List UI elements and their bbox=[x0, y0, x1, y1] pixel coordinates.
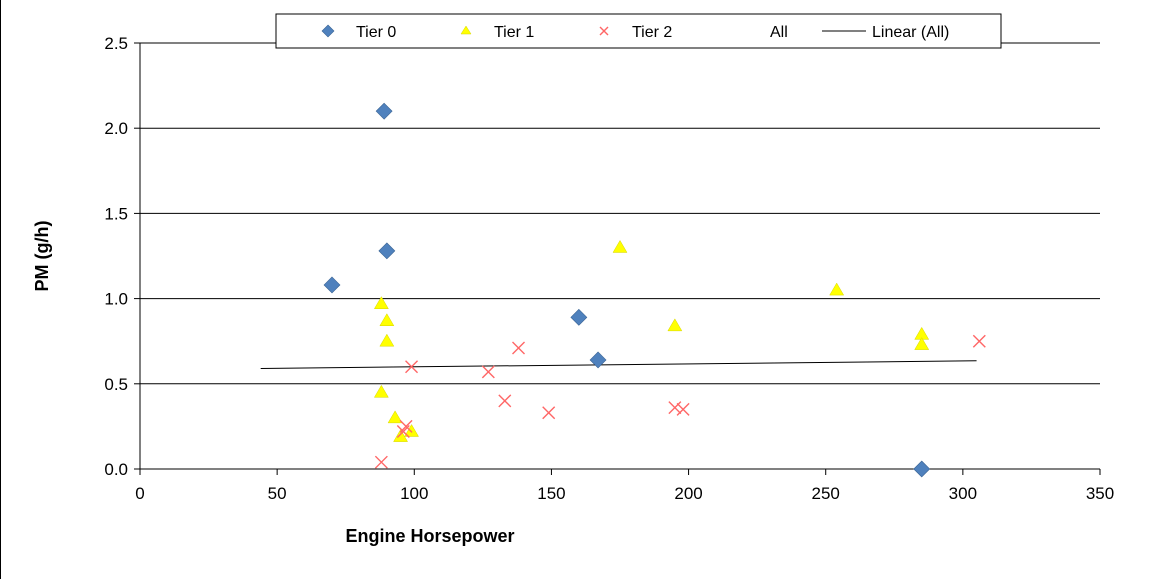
point-tier-2-4-stroke-b bbox=[498, 394, 512, 408]
point-tier-2-5-stroke-b bbox=[542, 406, 556, 420]
x-tick-label: 250 bbox=[812, 484, 840, 503]
x-tick-label: 200 bbox=[674, 484, 702, 503]
y-axis-title: PM (g/h) bbox=[32, 221, 52, 292]
x-tick-labels: 0 50 100 150 200 250 300 350 bbox=[135, 484, 1114, 503]
y-tick-label: 2.5 bbox=[104, 34, 128, 53]
point-tier-2-2-stroke-b bbox=[481, 365, 495, 379]
y-tick-labels: 0.0 0.5 1.0 1.5 2.0 2.5 bbox=[104, 34, 128, 479]
point-tier-2-6 bbox=[668, 401, 682, 415]
point-tier-2-9 bbox=[399, 419, 413, 433]
point-tier-2-0-stroke-b bbox=[405, 360, 419, 374]
point-tier-2-1 bbox=[512, 341, 526, 355]
point-tier-1-9 bbox=[387, 410, 403, 424]
point-tier-2-1-stroke-b bbox=[512, 341, 526, 355]
x-tick-label: 0 bbox=[135, 484, 144, 503]
legend-label-0: Tier 0 bbox=[356, 24, 396, 41]
x-tick-label: 300 bbox=[949, 484, 977, 503]
legend-label-1: Tier 1 bbox=[494, 24, 534, 41]
point-tier-0-2 bbox=[323, 276, 341, 294]
point-tier-2-3 bbox=[972, 334, 986, 348]
y-tick-label: 1.0 bbox=[104, 290, 128, 309]
axes bbox=[0, 0, 1101, 579]
legend-marker-2 bbox=[599, 26, 609, 36]
point-tier-1-0 bbox=[612, 239, 628, 253]
legend-marker-2-stroke-b bbox=[599, 26, 609, 36]
point-tier-2-10 bbox=[374, 455, 388, 469]
point-tier-1-1 bbox=[829, 282, 845, 296]
point-tier-1-3 bbox=[379, 313, 395, 327]
legend: Tier 0 Tier 1 Tier 2 All Linear (All) bbox=[275, 13, 1002, 49]
y-tick-label: 0.5 bbox=[104, 375, 128, 394]
point-tier-0-3 bbox=[570, 308, 588, 326]
legend-label-trendline: Linear (All) bbox=[872, 24, 949, 41]
legend-label-2: Tier 2 bbox=[632, 24, 672, 41]
trendline bbox=[260, 360, 977, 369]
point-tier-2-9-stroke-b bbox=[399, 419, 413, 433]
point-tier-0-5 bbox=[913, 460, 931, 478]
legend-marker-1 bbox=[460, 25, 472, 35]
y-tick-label: 2.0 bbox=[104, 119, 128, 138]
x-tick-label: 50 bbox=[268, 484, 287, 503]
x-tick-label: 350 bbox=[1086, 484, 1114, 503]
y-tick-label: 0.0 bbox=[104, 460, 128, 479]
point-tier-2-3-stroke-b bbox=[972, 334, 986, 348]
point-tier-1-11 bbox=[404, 424, 419, 437]
legend-items: Tier 0 Tier 1 Tier 2 All Linear (All) bbox=[321, 24, 949, 41]
trendline-layer bbox=[260, 360, 977, 369]
point-tier-0-0 bbox=[375, 102, 393, 120]
point-tier-1-10 bbox=[393, 429, 409, 442]
point-tier-2-7-stroke-b bbox=[676, 402, 690, 416]
point-tier-1-8 bbox=[373, 384, 389, 398]
point-tier-1-7 bbox=[914, 337, 930, 350]
point-tier-0-1 bbox=[378, 242, 396, 260]
point-tier-2-10-stroke-b bbox=[374, 455, 388, 469]
x-tick-label: 100 bbox=[400, 484, 428, 503]
data-points bbox=[323, 102, 986, 478]
point-tier-1-5 bbox=[667, 318, 683, 332]
point-tier-2-0 bbox=[405, 360, 419, 374]
point-tier-2-6-stroke-b bbox=[668, 401, 682, 415]
point-tier-1-2 bbox=[373, 296, 389, 309]
point-tier-2-7 bbox=[676, 402, 690, 416]
point-tier-2-2 bbox=[481, 365, 495, 379]
point-tier-0-4 bbox=[589, 351, 607, 369]
x-tick-label: 150 bbox=[537, 484, 565, 503]
legend-marker-0 bbox=[321, 24, 335, 38]
point-tier-2-5 bbox=[542, 406, 556, 420]
point-tier-2-4 bbox=[498, 394, 512, 408]
gridlines bbox=[140, 42, 1100, 385]
point-tier-1-4 bbox=[379, 333, 395, 347]
x-axis-title: Engine Horsepower bbox=[345, 526, 514, 546]
legend-label-3: All bbox=[770, 24, 788, 41]
y-tick-label: 1.5 bbox=[104, 204, 128, 223]
legend-box bbox=[275, 13, 1002, 49]
